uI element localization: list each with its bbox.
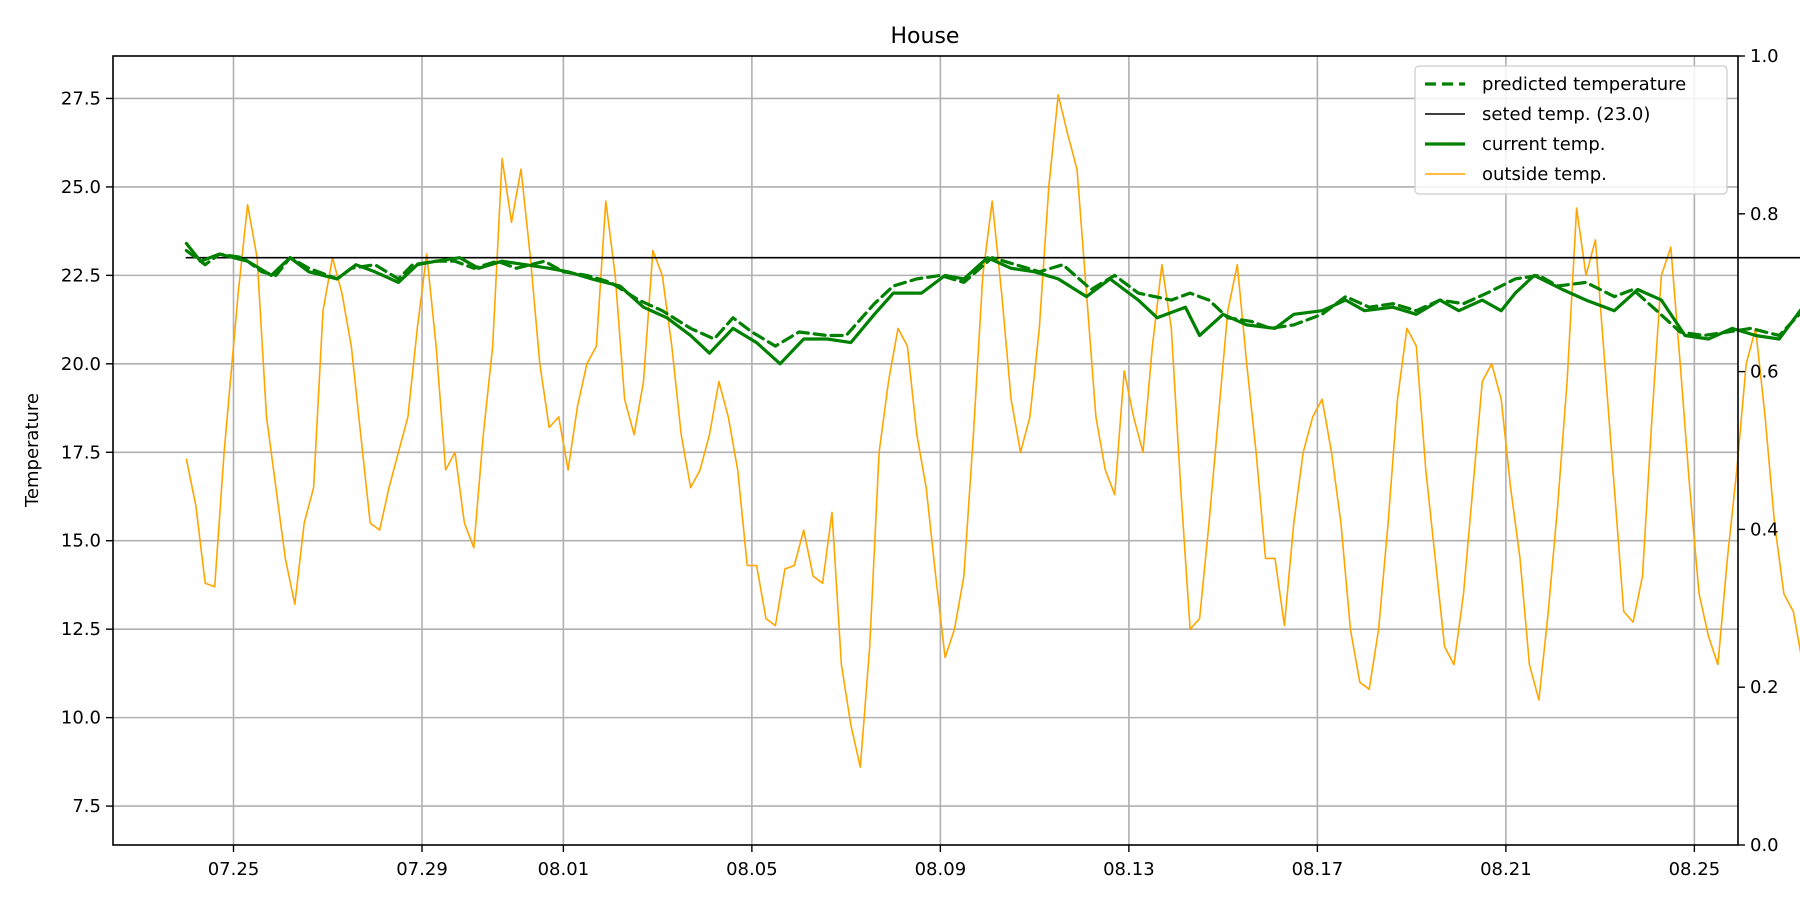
y2-tick-label: 0.6 xyxy=(1750,362,1779,383)
legend-entry-label: seted temp. (23.0) xyxy=(1482,104,1650,125)
series-lines xyxy=(184,94,1800,768)
x-tick-label: 08.13 xyxy=(1103,859,1155,880)
y-tick-label: 20.0 xyxy=(61,354,101,375)
legend-box xyxy=(1414,65,1728,195)
y2-tick-label: 0.4 xyxy=(1750,519,1779,540)
x-tick-label: 08.25 xyxy=(1669,859,1721,880)
x-tick-label: 07.29 xyxy=(396,859,448,880)
plot-frame xyxy=(112,55,1739,846)
y-tick-label: 7.5 xyxy=(72,796,101,817)
chart-title: House xyxy=(891,24,960,49)
y-tick-label: 12.5 xyxy=(61,619,101,640)
axis-ticks: 07.25 07.29 08.01 08.05 08.09 08.13 08.17 08.21… xyxy=(61,46,1779,880)
y-tick-label: 27.5 xyxy=(61,88,101,109)
y2-tick-label: 0.0 xyxy=(1750,835,1779,856)
y2-tick-label: 0.8 xyxy=(1750,204,1779,225)
y2-tick-label: 1.0 xyxy=(1750,46,1779,67)
y-tick-label: 25.0 xyxy=(61,177,101,198)
legend-entry-label: predicted temperature xyxy=(1482,74,1686,95)
y2-tick-label: 0.2 xyxy=(1750,677,1779,698)
y-tick-label: 22.5 xyxy=(61,265,101,286)
legend: predicted temperature seted temp. (23.0) c… xyxy=(1414,65,1728,195)
y-tick-label: 17.5 xyxy=(61,442,101,463)
x-tick-label: 08.01 xyxy=(538,859,590,880)
x-tick-label: 08.21 xyxy=(1480,859,1532,880)
y-tick-label: 15.0 xyxy=(61,531,101,552)
series-line-3 xyxy=(185,94,1800,768)
y-tick-label: 10.0 xyxy=(61,708,101,729)
y-axis-label: Temperature xyxy=(22,393,43,508)
series-line-0 xyxy=(184,249,1800,348)
legend-entry-label: current temp. xyxy=(1482,134,1605,155)
x-tick-label: 08.17 xyxy=(1292,859,1344,880)
x-tick-label: 07.25 xyxy=(208,859,260,880)
legend-entry-label: outside temp. xyxy=(1482,164,1607,185)
x-tick-label: 08.05 xyxy=(726,859,778,880)
x-tick-label: 08.09 xyxy=(915,859,967,880)
